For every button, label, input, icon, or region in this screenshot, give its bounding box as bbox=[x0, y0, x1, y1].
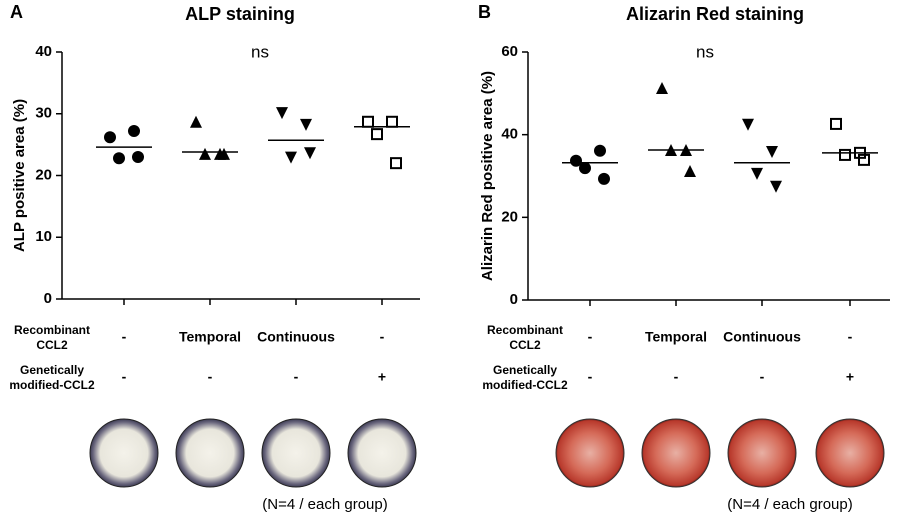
data-point bbox=[371, 128, 383, 141]
y-tick-label: 30 bbox=[35, 105, 52, 122]
data-point bbox=[386, 115, 398, 128]
data-point bbox=[276, 107, 288, 120]
data-point bbox=[113, 152, 125, 165]
data-point bbox=[390, 157, 402, 170]
annotation: ns bbox=[696, 42, 714, 61]
condition-value: - bbox=[588, 369, 593, 385]
condition-label-text: Genetically modified-CCL2 bbox=[482, 363, 568, 392]
data-point bbox=[579, 162, 591, 175]
data-point bbox=[190, 115, 202, 128]
y-axis-label: Alizarin Red positive area (%) bbox=[479, 71, 496, 281]
condition-value: - bbox=[122, 329, 127, 345]
y-tick-label: 10 bbox=[35, 228, 52, 245]
data-point bbox=[362, 115, 374, 128]
condition-value: Temporal bbox=[179, 329, 241, 345]
condition-value: - bbox=[760, 369, 765, 385]
y-tick-label: 60 bbox=[501, 43, 518, 60]
chart-title: ALP staining bbox=[185, 4, 295, 24]
condition-value: - bbox=[848, 329, 853, 345]
condition-value: + bbox=[378, 369, 386, 385]
y-tick-label: 40 bbox=[501, 126, 518, 143]
condition-label: Recombinant CCL2 bbox=[13, 323, 90, 352]
y-tick-label: 20 bbox=[501, 208, 518, 225]
data-point bbox=[858, 153, 870, 166]
data-point bbox=[830, 117, 842, 130]
condition-label-text: Genetically modified-CCL2 bbox=[9, 363, 95, 392]
note: (N=4 / each group) bbox=[262, 496, 388, 513]
note: (N=4 / each group) bbox=[727, 496, 853, 513]
condition-label-text: Recombinant CCL2 bbox=[13, 323, 90, 352]
y-tick-label: 20 bbox=[35, 166, 52, 183]
data-point bbox=[742, 118, 754, 131]
data-point bbox=[132, 150, 144, 163]
condition-label: Recombinant CCL2 bbox=[486, 323, 563, 352]
data-point bbox=[199, 147, 211, 160]
condition-value: - bbox=[380, 329, 385, 345]
chart-title: Alizarin Red staining bbox=[626, 4, 804, 24]
condition-value: - bbox=[588, 329, 593, 345]
condition-value: - bbox=[208, 369, 213, 385]
condition-label: Genetically modified-CCL2 bbox=[482, 363, 568, 392]
condition-value: Continuous bbox=[257, 329, 335, 345]
data-point bbox=[218, 147, 230, 160]
condition-label-text: Recombinant CCL2 bbox=[486, 323, 563, 352]
condition-label: Genetically modified-CCL2 bbox=[9, 363, 95, 392]
condition-value: + bbox=[846, 369, 854, 385]
condition-value: - bbox=[122, 369, 127, 385]
data-point bbox=[300, 118, 312, 131]
data-point bbox=[594, 144, 606, 157]
data-point bbox=[839, 148, 851, 161]
panel-letter: A bbox=[10, 2, 23, 22]
data-point bbox=[766, 146, 778, 159]
panel-letter: B bbox=[478, 2, 491, 22]
y-tick-label: 0 bbox=[510, 291, 518, 308]
y-axis-label: ALP positive area (%) bbox=[11, 99, 28, 252]
condition-value: - bbox=[674, 369, 679, 385]
condition-value: Continuous bbox=[723, 329, 801, 345]
data-point bbox=[598, 172, 610, 185]
data-point bbox=[684, 165, 696, 178]
data-point bbox=[104, 131, 116, 144]
data-point bbox=[304, 147, 316, 160]
data-point bbox=[656, 81, 668, 94]
y-tick-label: 40 bbox=[35, 43, 52, 60]
data-point bbox=[128, 125, 140, 138]
annotation: ns bbox=[251, 42, 269, 61]
y-tick-label: 0 bbox=[44, 290, 52, 307]
data-point bbox=[285, 151, 297, 164]
condition-value: - bbox=[294, 369, 299, 385]
condition-value: Temporal bbox=[645, 329, 707, 345]
data-point bbox=[570, 154, 582, 167]
data-point bbox=[751, 167, 763, 180]
wells bbox=[89, 418, 885, 488]
data-point bbox=[770, 180, 782, 193]
